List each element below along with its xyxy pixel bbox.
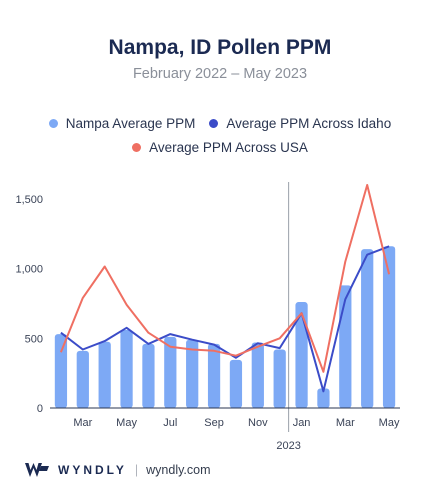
- bar-nampa: [76, 350, 89, 408]
- y-tick-label: 500: [25, 333, 43, 345]
- x-tick-label: May: [379, 417, 400, 429]
- legend-row-1: Nampa Average PPM Average PPM Across Ida…: [0, 116, 440, 131]
- legend-label-idaho: Average PPM Across Idaho: [226, 116, 392, 131]
- x-tick-label: Mar: [336, 417, 355, 429]
- chart-subtitle: February 2022 – May 2023: [132, 66, 308, 82]
- footer-separator: |: [134, 463, 139, 477]
- bar-nampa: [251, 342, 264, 408]
- bar-nampa: [164, 336, 177, 408]
- bar-nampa: [186, 339, 199, 408]
- bar-nampa: [142, 343, 155, 408]
- legend-row-2: Average PPM Across USA: [0, 140, 440, 155]
- y-tick-label: 1,500: [15, 194, 43, 206]
- bar-nampa: [54, 334, 68, 408]
- footer: WYNDLY | wyndly.com: [24, 462, 211, 478]
- bar-nampa: [382, 246, 396, 408]
- x-tick-label: Sep: [204, 417, 224, 429]
- bar-nampa: [339, 285, 352, 408]
- bar-nampa: [361, 249, 374, 408]
- bar-nampa: [98, 341, 111, 408]
- y-tick-label: 0: [37, 403, 43, 415]
- bar-nampa: [295, 302, 308, 408]
- legend-label-nampa: Nampa Average PPM: [65, 116, 196, 131]
- bar-nampa: [273, 349, 286, 408]
- year-label: 2023: [276, 440, 300, 452]
- x-tick-label: Mar: [73, 417, 92, 429]
- x-tick-label: Nov: [248, 417, 268, 429]
- legend-item-usa[interactable]: Average PPM Across USA: [132, 140, 308, 155]
- line-usa: [59, 184, 391, 373]
- legend-label-usa: Average PPM Across USA: [149, 140, 308, 155]
- bar-nampa: [229, 359, 243, 408]
- x-tick-label: Jul: [163, 417, 177, 429]
- bar-nampa: [317, 388, 330, 408]
- chart-title: Nampa, ID Pollen PPM: [108, 36, 332, 59]
- wyndly-logo-icon: [25, 463, 49, 477]
- bar-nampa: [207, 343, 221, 408]
- y-tick-label: 1,000: [15, 264, 43, 276]
- legend-swatch-usa: [132, 143, 142, 152]
- footer-brand: WYNDLY: [58, 463, 127, 477]
- legend-swatch-nampa: [48, 119, 58, 128]
- x-tick-label: Jan: [293, 417, 311, 429]
- line-idaho: [60, 245, 390, 393]
- x-tick-label: May: [116, 417, 137, 429]
- bar-nampa: [120, 329, 133, 408]
- legend-item-nampa[interactable]: Nampa Average PPM: [48, 116, 196, 131]
- footer-url[interactable]: wyndly.com: [146, 463, 211, 477]
- legend-item-idaho[interactable]: Average PPM Across Idaho: [209, 116, 391, 131]
- legend-swatch-idaho: [209, 119, 219, 128]
